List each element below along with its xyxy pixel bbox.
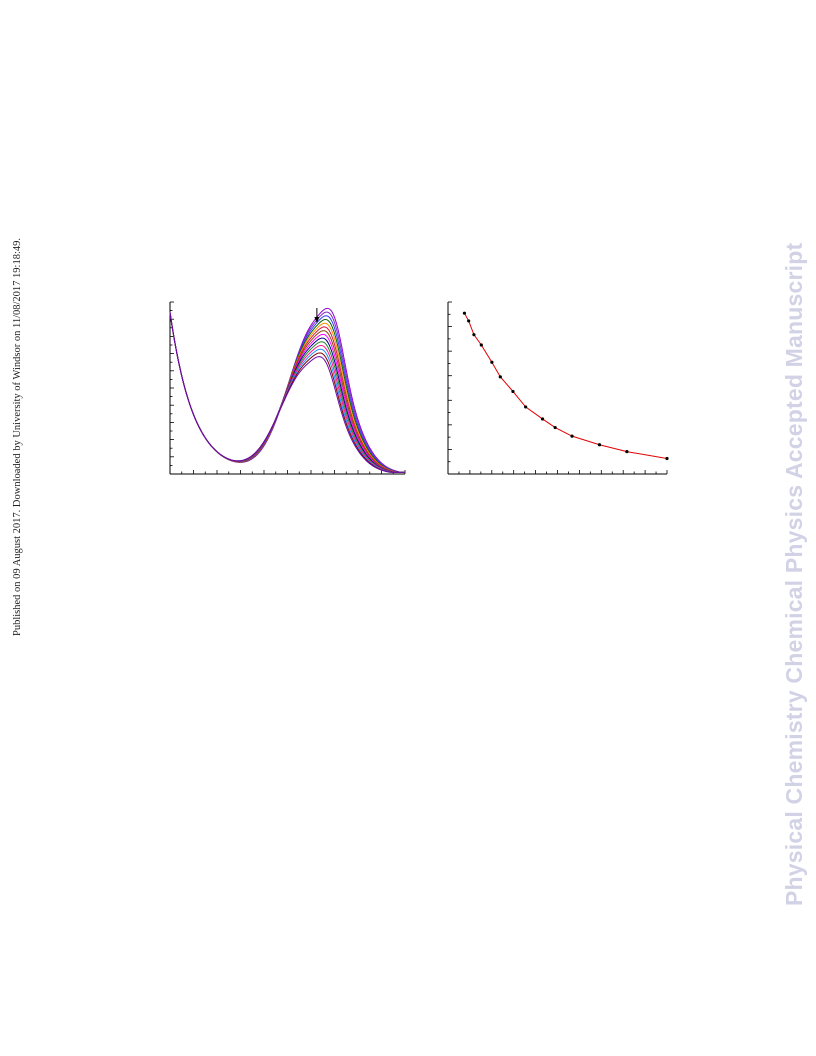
spectrum-line <box>169 312 405 473</box>
publication-note: Published on 09 August 2017. Downloaded … <box>12 238 23 636</box>
data-point <box>524 405 528 409</box>
data-point <box>490 360 494 364</box>
data-point <box>553 425 557 430</box>
data-point <box>570 434 574 438</box>
arrow-head <box>314 317 320 323</box>
data-point <box>498 375 502 379</box>
data-point <box>625 450 629 454</box>
fit-curve <box>464 312 668 460</box>
decay-fit-chart <box>447 301 669 475</box>
data-point <box>479 343 483 347</box>
data-point <box>597 443 602 447</box>
data-point <box>462 311 467 315</box>
data-point <box>467 319 471 323</box>
absorption-spectra-chart <box>169 301 406 475</box>
data-point <box>665 456 669 461</box>
journal-watermark: Physical Chemistry Chemical Physics Acce… <box>781 242 807 906</box>
data-point <box>472 333 476 337</box>
data-point <box>540 417 545 421</box>
data-point <box>511 389 515 394</box>
